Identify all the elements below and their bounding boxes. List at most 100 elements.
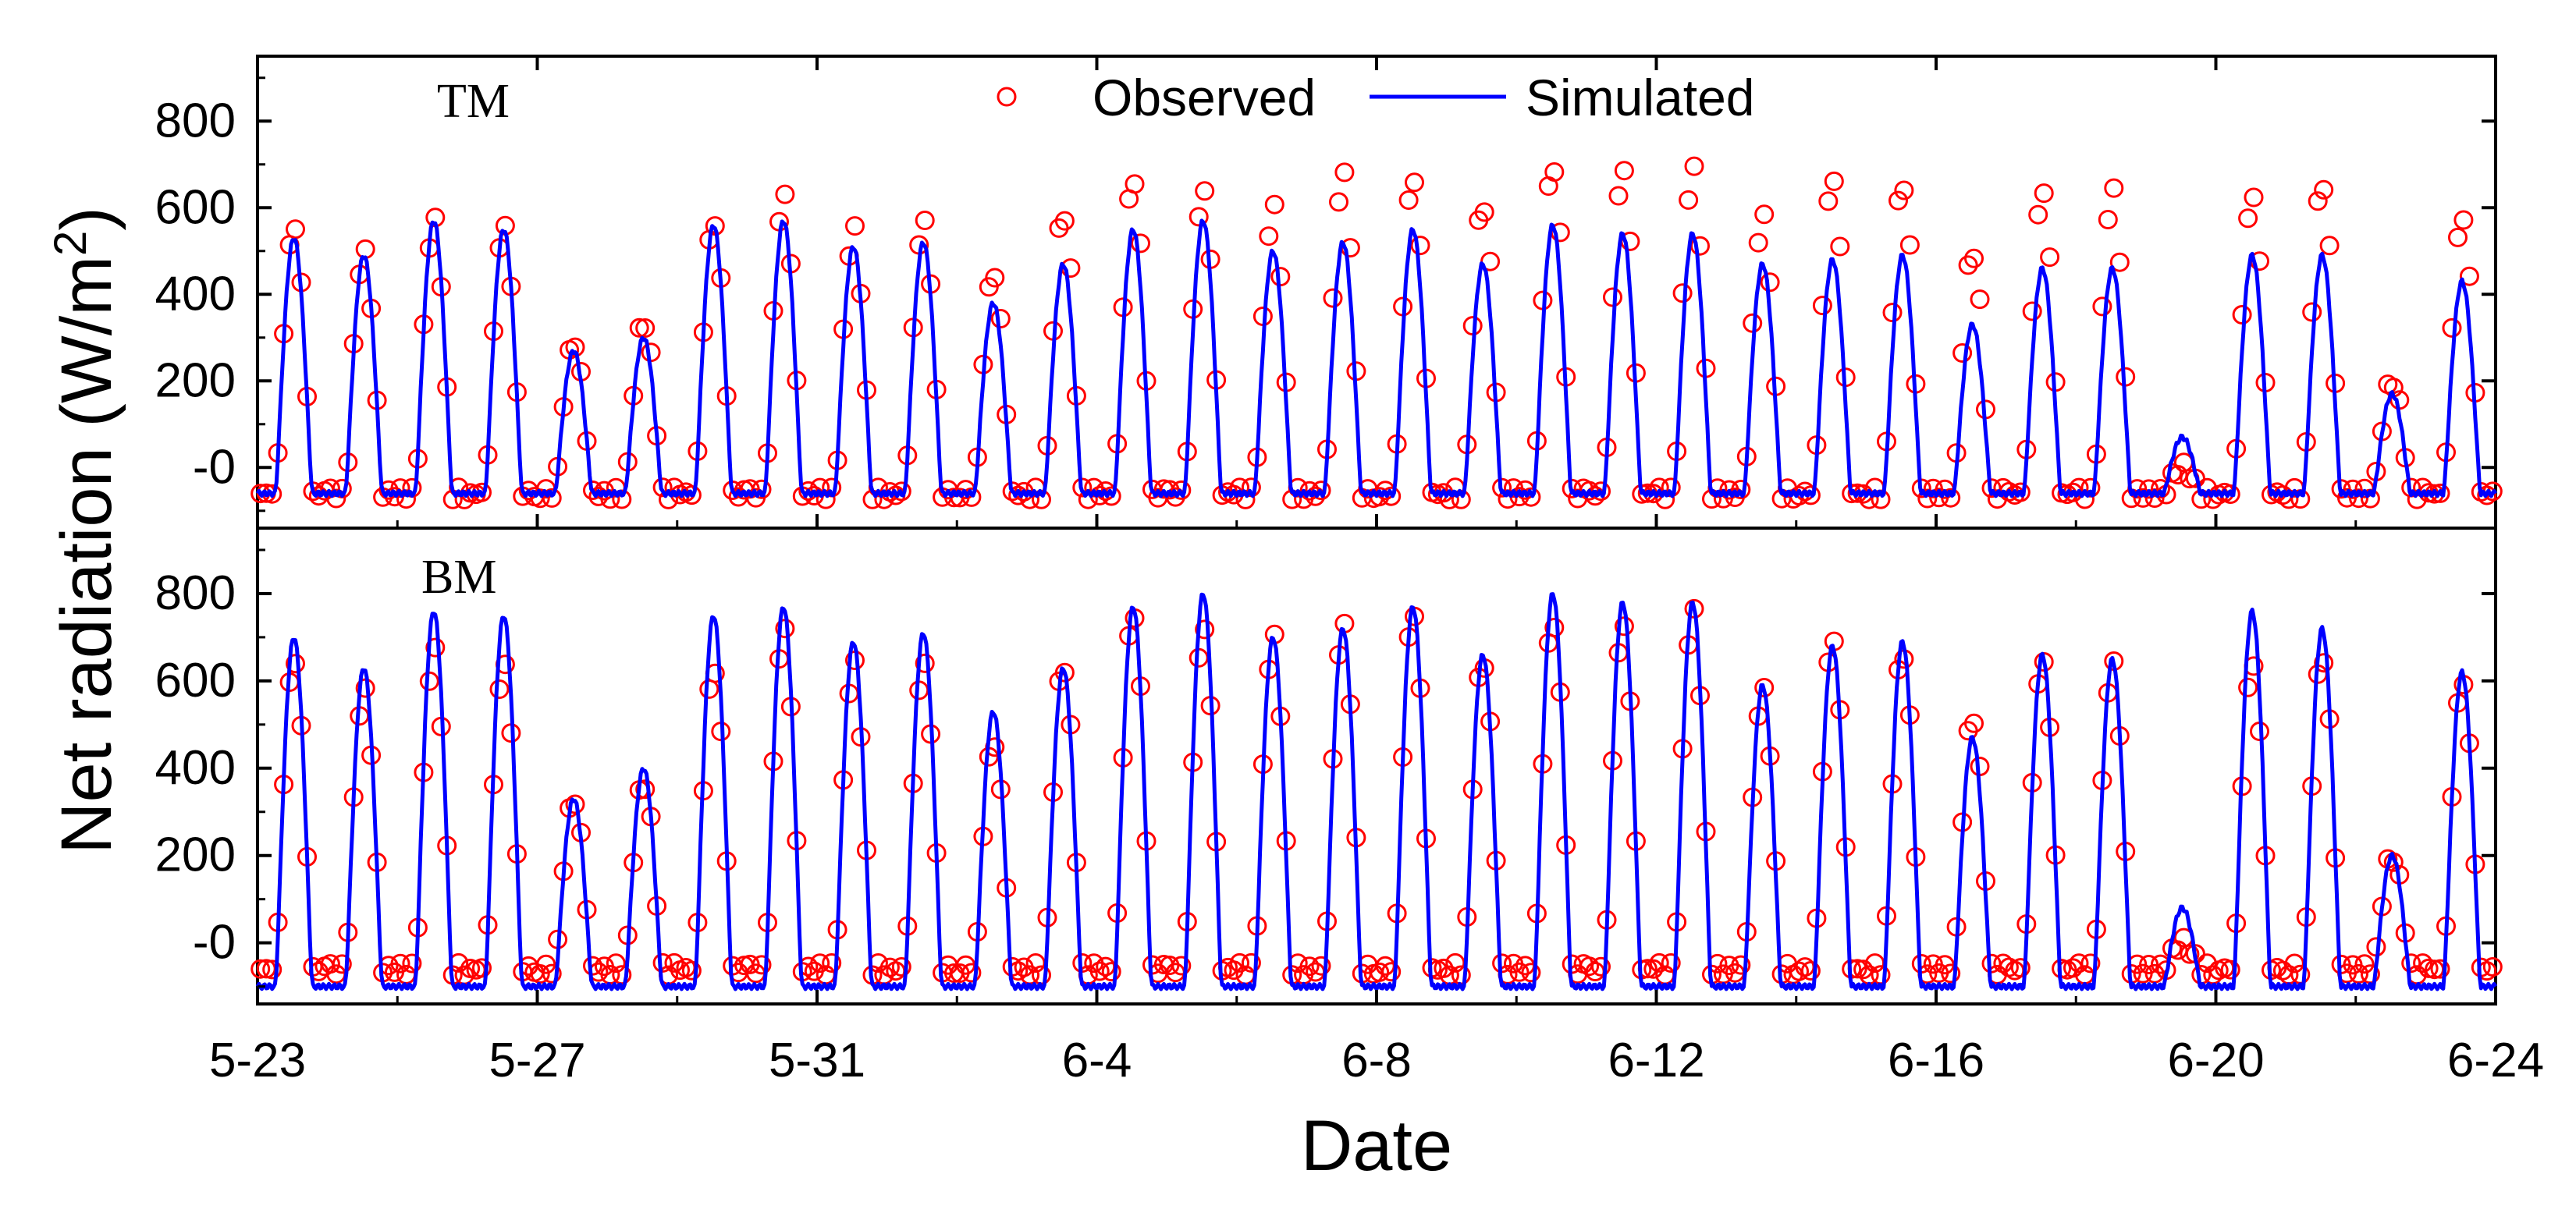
observed-point (2349, 963, 2368, 984)
observed-point (1101, 962, 1121, 982)
observed-point (822, 953, 842, 973)
observed-point (1195, 181, 1215, 201)
observed-point (1195, 619, 1215, 640)
observed-point (1544, 162, 1565, 182)
observed-point (635, 779, 656, 800)
y-tick-label: 200 (155, 353, 236, 407)
observed-point (2109, 252, 2130, 272)
observed-point (332, 954, 352, 974)
x-tick-label: 5-27 (489, 1034, 585, 1087)
observed-point (1509, 962, 1530, 982)
x-tick-label: 6-16 (1888, 1034, 1984, 1087)
y-tick-label: -0 (193, 916, 236, 970)
x-tick-label: 5-23 (209, 1034, 306, 1087)
observed-point (583, 481, 602, 500)
panel-tm-frame (256, 55, 2497, 530)
x-tick-label: 6-12 (1608, 1034, 1704, 1087)
observed-point (891, 957, 911, 977)
legend-observed-marker (997, 87, 1017, 107)
observed-point (542, 963, 562, 984)
observed-point (2098, 210, 2118, 229)
y-tick-label: 200 (155, 828, 236, 882)
observed-point (1544, 618, 1565, 637)
y-tick-label: 800 (155, 94, 236, 147)
observed-point (1952, 343, 1973, 363)
observed-point (1853, 959, 1874, 980)
observed-point (1445, 952, 1466, 973)
observed-point (489, 679, 510, 699)
observed-point (2401, 953, 2421, 974)
observed-point (2040, 247, 2060, 268)
observed-point (1970, 289, 1990, 310)
legend: Observed Simulated (997, 69, 1755, 126)
observed-point (1410, 236, 1430, 256)
observed-point (2104, 178, 2124, 198)
observed-point (810, 953, 830, 974)
observed-point (1882, 303, 1903, 323)
observed-point (1661, 953, 1681, 973)
observed-point (915, 653, 935, 673)
observed-point (2442, 317, 2462, 338)
tm-simulated-line (255, 218, 2498, 498)
observed-point (1579, 956, 1600, 977)
axis-ticks: -0 200 400 600 800 -0 200 400 600 800 5-23 5-27 5-31… (155, 56, 2544, 1087)
observed-point (2314, 653, 2334, 673)
observed-point (1684, 156, 1704, 176)
observed-point (1334, 162, 1355, 183)
observed-point (530, 964, 550, 984)
panel-label-bm: BM (421, 551, 496, 604)
legend-observed-label: Observed (1093, 69, 1316, 126)
observed-point (1643, 959, 1664, 979)
observed-point (1748, 232, 1768, 253)
observed-point (1434, 958, 1454, 978)
observed-point (1492, 477, 1512, 498)
observed-point (286, 219, 305, 239)
observed-point (1474, 202, 1494, 222)
observed-point (2069, 953, 2089, 974)
observed-point (2459, 266, 2479, 286)
observed-point (1370, 962, 1390, 982)
y-tick-label: 600 (155, 654, 236, 708)
observed-point (961, 487, 982, 507)
observed-point (1089, 961, 1110, 981)
observed-point (2319, 236, 2340, 256)
legend-simulated-label: Simulated (1526, 69, 1755, 126)
x-tick-label: 6-8 (1341, 1034, 1412, 1087)
observed-point (1888, 190, 1908, 211)
observed-point (2413, 953, 2433, 974)
x-axis-title: Date (1301, 1106, 1452, 1186)
observed-point (2080, 953, 2101, 974)
y-tick-label: 400 (155, 267, 236, 321)
observed-point (583, 956, 602, 976)
observed-point (320, 954, 340, 974)
observed-point (1264, 194, 1284, 215)
observed-point (751, 955, 772, 975)
observed-point (1230, 952, 1249, 973)
observed-point (390, 953, 410, 974)
observed-point (1241, 952, 1261, 973)
observed-point (990, 309, 1011, 328)
observed-point (1054, 211, 1075, 231)
observed-point (2302, 302, 2322, 322)
bm-simulated-line (255, 592, 2498, 991)
observed-point (1608, 186, 1629, 206)
observed-point (652, 477, 673, 498)
observed-point (1958, 255, 1978, 275)
observed-point (1171, 956, 1192, 976)
observed-point (1917, 488, 1938, 509)
observed-point (2453, 210, 2474, 230)
observed-point (1672, 283, 1693, 303)
y-tick-label: 600 (155, 180, 236, 234)
observed-point (1649, 952, 1669, 973)
observed-point (775, 184, 795, 204)
observed-point (2430, 959, 2450, 979)
observed-point (2010, 958, 2031, 978)
observed-point (2308, 191, 2328, 211)
x-tick-label: 6-24 (2447, 1034, 2544, 1087)
observed-point (1964, 713, 1984, 733)
observed-point (355, 239, 375, 259)
observed-point (1754, 204, 1775, 225)
observed-point (425, 637, 446, 658)
y-tick-label: 800 (155, 566, 236, 620)
